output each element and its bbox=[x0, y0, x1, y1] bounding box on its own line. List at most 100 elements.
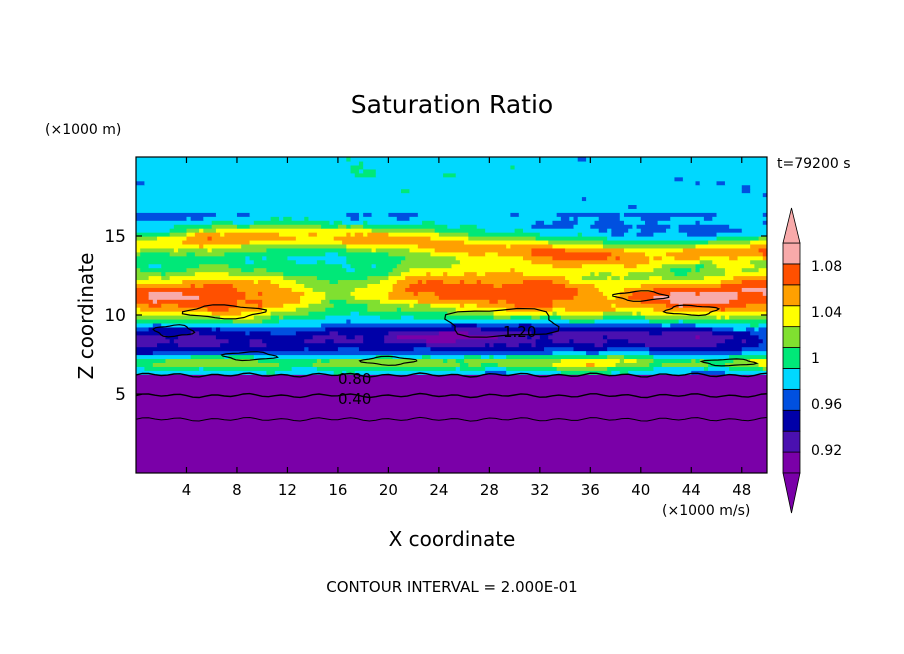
field-cell bbox=[232, 283, 280, 288]
field-cell bbox=[392, 283, 411, 288]
field-cell bbox=[602, 243, 697, 249]
field-cell bbox=[653, 354, 730, 360]
field-cell bbox=[224, 232, 280, 237]
field-cell bbox=[573, 216, 579, 221]
field-cell bbox=[363, 334, 385, 340]
field-cell bbox=[493, 283, 503, 288]
colorbar-bin bbox=[782, 430, 801, 453]
field-cell bbox=[691, 267, 697, 273]
field-cell bbox=[396, 263, 453, 269]
field-cell bbox=[363, 220, 368, 225]
field-cell bbox=[762, 251, 767, 257]
field-cell bbox=[136, 216, 188, 221]
field-cell bbox=[405, 287, 579, 292]
field-cell bbox=[392, 354, 423, 360]
field-cell bbox=[464, 239, 549, 245]
field-cell bbox=[186, 216, 192, 221]
y-axis-label: Z coordinate bbox=[74, 253, 98, 380]
field-cell bbox=[136, 204, 629, 209]
field-cell bbox=[379, 315, 402, 320]
field-cell bbox=[510, 212, 520, 217]
field-cell bbox=[295, 330, 331, 336]
field-cell bbox=[409, 303, 415, 308]
field-cell bbox=[560, 358, 621, 363]
field-cell bbox=[729, 224, 767, 229]
field-cell bbox=[523, 279, 554, 284]
field-cell bbox=[607, 338, 629, 344]
field-cell bbox=[619, 291, 633, 296]
field-cell bbox=[493, 311, 554, 316]
field-cell bbox=[523, 255, 554, 261]
field-cell bbox=[573, 338, 608, 344]
field-cell bbox=[514, 267, 655, 273]
field-cell bbox=[695, 220, 701, 225]
field-cell bbox=[531, 315, 541, 320]
field-cell bbox=[602, 342, 646, 348]
field-cell bbox=[337, 279, 381, 284]
field-cell bbox=[518, 342, 533, 348]
colorbar-tick-label: 1.08 bbox=[811, 259, 842, 275]
field-cell bbox=[628, 271, 676, 277]
field-cell bbox=[245, 291, 259, 296]
x-tick-label: 44 bbox=[682, 481, 701, 499]
field-cell bbox=[623, 358, 638, 363]
field-cell bbox=[136, 433, 767, 439]
field-cell bbox=[556, 311, 604, 316]
field-cell bbox=[712, 259, 751, 265]
field-cell bbox=[598, 271, 612, 277]
contour-interval-footer: CONTOUR INTERVAL = 2.000E-01 bbox=[326, 578, 577, 596]
field-cell bbox=[136, 425, 767, 431]
field-cell bbox=[645, 342, 718, 348]
field-cell bbox=[581, 196, 587, 202]
field-cell bbox=[565, 283, 596, 288]
field-cell bbox=[729, 366, 764, 371]
field-cell bbox=[455, 172, 767, 178]
field-cell bbox=[724, 180, 767, 186]
field-cell bbox=[392, 287, 406, 292]
field-cell bbox=[468, 236, 537, 241]
field-cell bbox=[136, 224, 175, 229]
field-cell bbox=[653, 232, 688, 237]
field-cell bbox=[136, 251, 141, 257]
field-cell bbox=[249, 255, 263, 261]
field-cell bbox=[544, 346, 575, 352]
field-cell bbox=[750, 243, 767, 249]
field-cell bbox=[430, 354, 465, 360]
field-cell bbox=[371, 247, 377, 253]
field-cell bbox=[136, 445, 767, 450]
field-cell bbox=[148, 275, 162, 281]
field-cell bbox=[136, 243, 200, 249]
field-cell bbox=[228, 271, 284, 277]
field-cell bbox=[745, 338, 764, 344]
field-cell bbox=[136, 271, 162, 277]
field-cell bbox=[136, 441, 767, 446]
field-cell bbox=[401, 188, 411, 194]
field-cell bbox=[308, 216, 352, 221]
x-tick-label: 48 bbox=[732, 481, 751, 499]
field-cell bbox=[199, 366, 204, 371]
field-cell bbox=[565, 275, 583, 281]
field-cell bbox=[220, 342, 251, 348]
field-cell bbox=[266, 370, 276, 375]
field-cell bbox=[720, 307, 726, 312]
field-cell bbox=[136, 354, 192, 360]
field-cell bbox=[628, 370, 692, 375]
field-cell bbox=[628, 228, 642, 233]
field-cell bbox=[367, 307, 398, 312]
field-cell bbox=[712, 326, 734, 332]
field-cell bbox=[346, 212, 360, 217]
field-cell bbox=[413, 303, 432, 308]
field-cell bbox=[236, 287, 293, 292]
field-cell bbox=[409, 283, 495, 288]
field-cell bbox=[245, 255, 251, 261]
field-cell bbox=[565, 307, 617, 312]
field-cell bbox=[691, 370, 726, 375]
field-cell bbox=[716, 232, 767, 237]
colorbar-bin bbox=[782, 284, 801, 307]
field-cell bbox=[468, 362, 482, 367]
x-tick-label: 20 bbox=[379, 481, 398, 499]
field-cell bbox=[497, 362, 554, 367]
field-cell bbox=[396, 279, 419, 284]
field-cell bbox=[632, 311, 638, 316]
field-cell bbox=[607, 275, 612, 281]
